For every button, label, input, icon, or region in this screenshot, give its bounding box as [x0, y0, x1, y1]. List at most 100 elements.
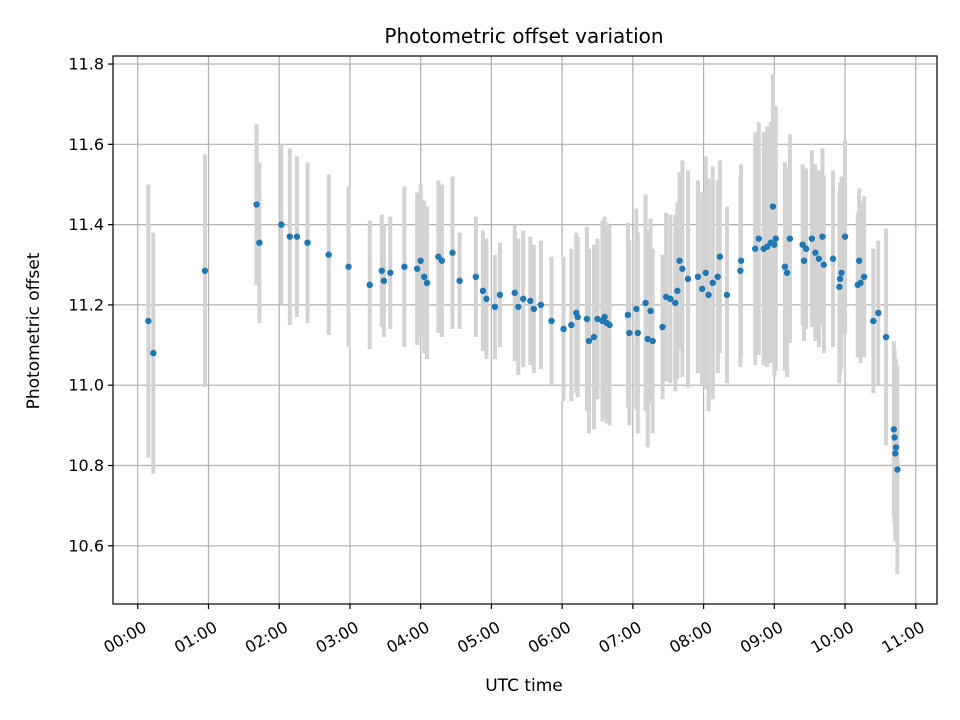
data-point	[882, 333, 890, 341]
data-point	[145, 317, 152, 325]
data-point	[812, 249, 819, 256]
data-point	[417, 257, 424, 264]
data-point	[698, 285, 706, 293]
data-point	[771, 241, 778, 248]
data-point	[684, 275, 692, 283]
data-point	[421, 273, 428, 281]
data-point	[626, 329, 633, 337]
data-point	[256, 239, 263, 246]
data-point	[286, 233, 294, 240]
data-point	[772, 235, 779, 242]
data-point	[820, 261, 828, 268]
data-point	[293, 233, 301, 240]
data-point	[515, 303, 522, 311]
data-point	[325, 251, 332, 258]
data-point	[890, 426, 898, 433]
data-point	[702, 269, 709, 276]
plot-frame	[112, 55, 938, 605]
data-point	[449, 249, 456, 256]
data-point	[304, 239, 311, 246]
data-point	[752, 245, 759, 252]
data-point	[723, 291, 731, 299]
y-tick-label: 10.6	[68, 536, 104, 555]
y-tick-label: 11.0	[68, 376, 104, 395]
data-point	[624, 311, 632, 319]
data-point	[574, 313, 581, 321]
data-point	[841, 233, 849, 240]
data-point	[594, 315, 601, 323]
data-point	[716, 253, 724, 260]
chart-title: Photometric offset variation	[384, 24, 663, 48]
data-point	[808, 235, 816, 242]
data-point	[537, 301, 545, 309]
data-point	[676, 257, 683, 264]
data-point	[870, 317, 877, 325]
data-point	[819, 233, 826, 240]
data-point	[875, 309, 882, 317]
data-point	[520, 295, 527, 303]
data-point	[781, 263, 789, 270]
data-point	[860, 273, 868, 281]
y-axis-title: Photometric offset	[24, 252, 44, 409]
data-point	[672, 299, 679, 307]
data-point	[590, 333, 598, 341]
data-point	[438, 257, 446, 264]
data-point	[836, 275, 844, 283]
y-axis-ticks: 10.6 10.8 11.0 11.2 11.4 11.6 11.8	[68, 55, 113, 555]
data-point	[345, 263, 352, 270]
data-point	[786, 235, 794, 242]
data-point	[800, 257, 808, 264]
data-point	[667, 295, 674, 303]
data-point	[714, 273, 721, 281]
data-point	[387, 269, 394, 276]
data-point	[709, 279, 716, 287]
data-point	[491, 303, 499, 311]
data-point	[366, 281, 373, 289]
y-tick-label: 11.8	[68, 55, 104, 74]
data-point	[423, 279, 431, 287]
data-point	[857, 279, 864, 287]
data-point	[606, 321, 613, 329]
data-point	[737, 267, 744, 274]
data-point	[479, 287, 487, 295]
data-point	[755, 235, 762, 242]
data-point	[783, 269, 791, 276]
data-point	[838, 269, 845, 276]
data-point	[253, 201, 260, 208]
y-tick-label: 11.6	[68, 135, 104, 154]
data-point	[150, 349, 157, 357]
data-point	[380, 277, 388, 285]
x-axis-title: UTC time	[485, 676, 563, 696]
data-point	[560, 325, 567, 333]
data-point	[378, 267, 385, 274]
data-point	[855, 257, 863, 264]
data-point	[201, 267, 209, 274]
data-point	[891, 434, 898, 441]
data-point	[802, 245, 810, 252]
data-point	[511, 289, 518, 297]
data-point	[659, 323, 666, 331]
data-point	[642, 299, 649, 307]
data-point	[815, 255, 823, 262]
data-point	[892, 450, 899, 457]
data-point	[647, 307, 654, 315]
data-point	[769, 203, 777, 210]
data-point	[633, 305, 640, 313]
data-point	[674, 287, 681, 295]
data-point	[644, 335, 651, 343]
y-tick-label: 10.8	[68, 456, 104, 475]
y-tick-label: 11.4	[68, 215, 104, 234]
data-point	[568, 321, 575, 329]
data-point	[737, 257, 745, 264]
data-point	[527, 297, 534, 305]
data-point	[705, 291, 712, 299]
data-point	[649, 337, 656, 345]
data-point	[483, 295, 490, 303]
data-point	[694, 273, 702, 281]
data-point	[496, 291, 504, 299]
data-point	[585, 337, 593, 345]
data-point	[456, 277, 463, 285]
